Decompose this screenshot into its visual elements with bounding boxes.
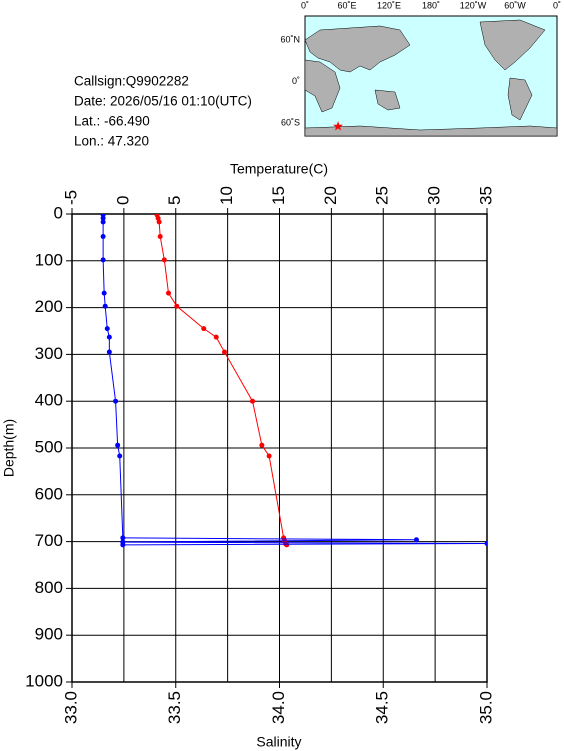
x2-axis-label: Salinity — [256, 734, 301, 750]
y-tick-label: 600 — [35, 484, 63, 503]
profile-point — [120, 535, 126, 541]
profile-point — [115, 442, 121, 448]
profile-point — [156, 219, 162, 225]
profile-point — [174, 303, 180, 309]
map-lat-label: 0˚ — [292, 76, 300, 86]
x-tick-label: 20 — [321, 186, 340, 205]
y-tick-label: 300 — [35, 344, 63, 363]
y-tick-label: 900 — [35, 625, 63, 644]
x-tick-label: 35 — [476, 186, 495, 205]
profile-point — [161, 257, 167, 263]
map-lon-label: 60˚E — [337, 0, 356, 10]
profile-point — [165, 290, 171, 296]
profile-point — [484, 540, 487, 546]
y-tick-label: 500 — [35, 437, 63, 456]
plot-frame — [71, 213, 488, 683]
map-lon-label: 60˚W — [504, 0, 526, 10]
profile-line — [156, 214, 288, 546]
profile-point — [100, 257, 106, 263]
map-land — [304, 19, 558, 137]
map-lon-label: 0˚ — [553, 0, 561, 10]
profile-point — [213, 334, 219, 340]
y-axis-label: Depth(m) — [1, 419, 17, 477]
profile-point — [201, 326, 207, 332]
map-lon-label: 120˚E — [377, 0, 401, 10]
x-tick-label: 15 — [269, 186, 288, 205]
map-lon-label: 120˚W — [460, 0, 487, 10]
profile-point — [106, 349, 112, 355]
map-marker: ★ — [332, 118, 344, 133]
map-inset: ★ 0˚ 60˚E 120˚E 180˚ 120˚W 60˚W 0˚ 60˚N 0˚ 60˚S — [280, 0, 561, 137]
x-tick-label: 0 — [113, 196, 132, 205]
profile-point — [104, 326, 110, 332]
profile-point — [100, 233, 106, 239]
map-lat-label: 60˚S — [281, 117, 300, 127]
x2-tick-label: 34.5 — [373, 691, 392, 724]
profile-point — [266, 453, 272, 459]
y-tick-label: 700 — [35, 531, 63, 550]
x2-tick-label: 33.0 — [61, 691, 80, 724]
profile-point — [250, 398, 256, 404]
map-lon-label: 0˚ — [301, 0, 309, 10]
x-tick-label: 10 — [217, 186, 236, 205]
map-lon-label: 180˚ — [422, 0, 440, 10]
profile-line — [102, 214, 487, 546]
y-tick-label: 0 — [54, 203, 63, 222]
x-axis-label: Temperature(C) — [230, 161, 328, 177]
date: Date: 2026/05/16 01:10(UTC) — [74, 94, 252, 109]
profile-point — [284, 542, 290, 548]
profile-point — [102, 303, 108, 309]
lon: Lon.: 47.320 — [74, 134, 149, 149]
x-tick-label: -5 — [61, 190, 80, 205]
profile-point — [106, 334, 112, 340]
map-lat-label: 60˚N — [280, 34, 300, 44]
y-tick-label: 800 — [35, 578, 63, 597]
x2-tick-label: 33.5 — [165, 691, 184, 724]
profile-point — [259, 442, 265, 448]
profile-point — [157, 233, 163, 239]
lat: Lat.: -66.490 — [74, 114, 150, 129]
profile-point — [155, 215, 161, 221]
profile-point — [222, 349, 228, 355]
x-tick-label: 25 — [373, 186, 392, 205]
profile-point — [100, 215, 106, 221]
y-tick-label: 200 — [35, 297, 63, 316]
y-tick-label: 100 — [35, 250, 63, 269]
plot-area — [100, 214, 487, 548]
callsign: Callsign:Q9902282 — [74, 74, 189, 89]
profile-point — [413, 537, 419, 543]
profile-point — [100, 219, 106, 225]
profile-point — [120, 542, 126, 548]
profile-point — [113, 398, 119, 404]
x2-tick-label: 35.0 — [476, 691, 495, 724]
y-tick-label: 1000 — [25, 671, 63, 690]
profile-point — [101, 290, 107, 296]
x-tick-label: 30 — [425, 186, 444, 205]
x-tick-label: 5 — [165, 196, 184, 205]
profile-point — [117, 453, 123, 459]
y-tick-label: 400 — [35, 391, 63, 410]
x2-tick-label: 34.0 — [269, 691, 288, 724]
